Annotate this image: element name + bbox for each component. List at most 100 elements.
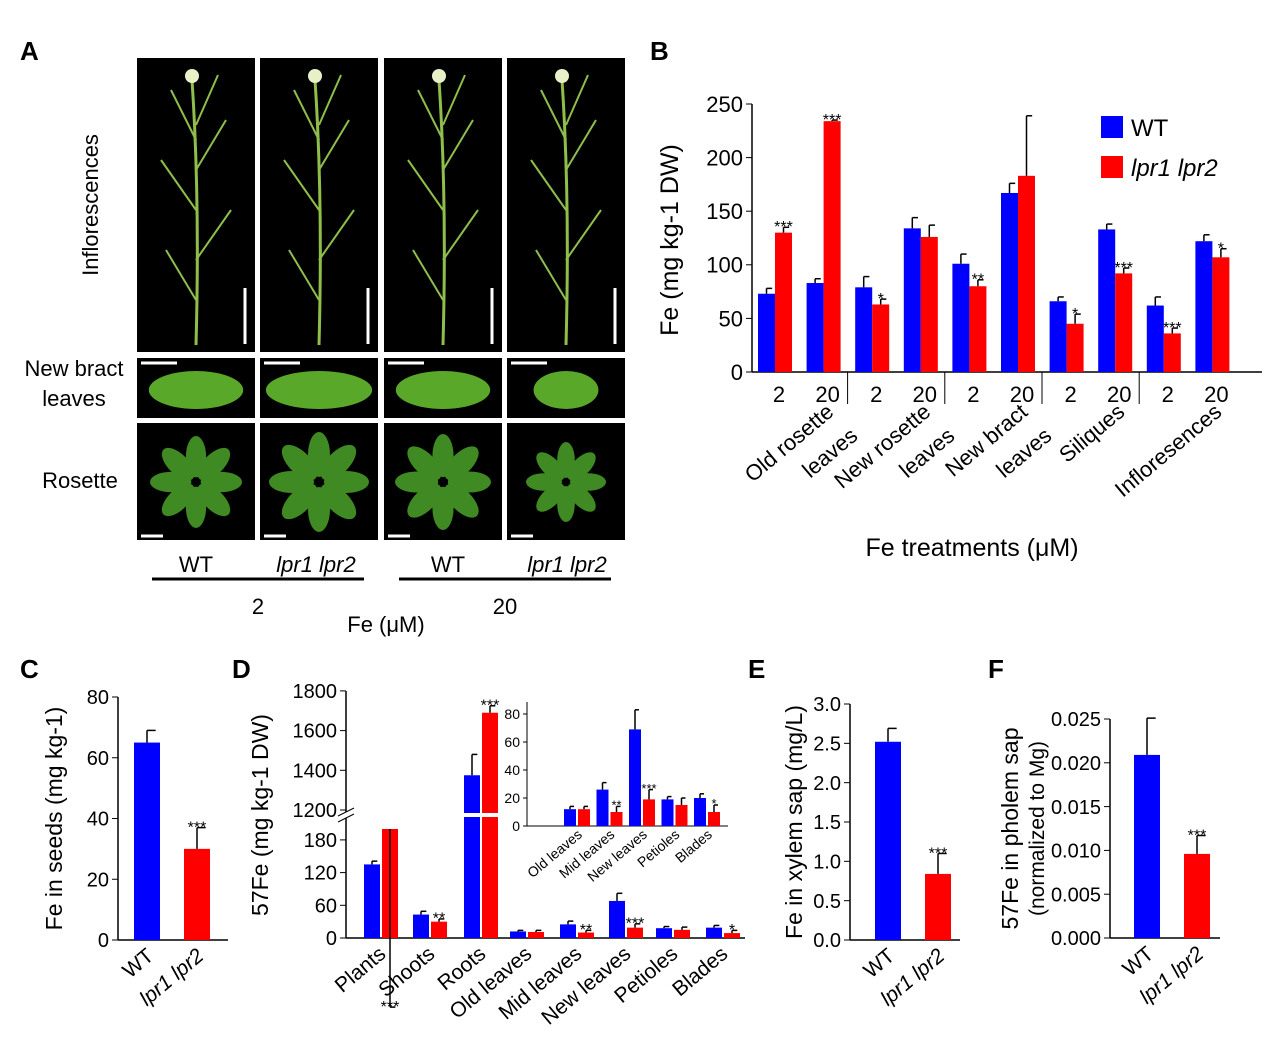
silique [565,119,597,171]
bar [1098,229,1116,372]
inflorescence-stem [190,79,199,346]
silique [195,119,227,171]
y-tick-label: 1.5 [813,812,841,834]
silique [442,119,474,171]
row-label-leaves: leaves [42,386,106,411]
bar [364,864,380,938]
inset-y-tick-label: 80 [504,706,520,722]
significance-label: *** [188,819,207,836]
silique [195,74,219,126]
silique [195,209,232,261]
bar [1001,192,1018,372]
bar [609,900,625,938]
bar [627,927,643,938]
silique [165,249,197,301]
silique [318,209,355,261]
significance-label: ** [972,272,984,289]
bar [610,812,623,826]
bar [724,933,740,938]
bar [1212,257,1230,372]
y-tick-label: 60 [87,748,109,770]
inset-y-tick-label: 60 [504,734,520,750]
silique [442,209,479,261]
y-tick-label: 180 [304,830,337,852]
y-axis-label-2: (normalized to Mg) [1026,741,1049,916]
silique [288,249,320,301]
y-tick-label: 40 [87,809,109,831]
photo-panel [507,423,625,540]
y-tick-label: 20 [87,869,109,891]
bar [661,799,674,826]
y-tick-label: 1200 [293,800,338,822]
x-tick-label: 20 [913,382,937,407]
x-category-label: Siliques [1054,399,1129,468]
bar [1066,323,1084,372]
fe-axis-label: Fe (μM) [347,612,424,637]
rosette-leaf [407,483,442,518]
y-axis-label: Fe in xylem sap (mg/L) [781,705,807,939]
bar [1184,853,1210,938]
y-tick-label: 120 [304,863,337,885]
x-tick-label: 2 [967,382,979,407]
bar [674,929,690,938]
x-category-label: Shoots [374,942,439,1002]
rosette-leaf [567,452,596,481]
flower-cluster [308,69,322,83]
bar [706,927,722,938]
y-axis-label: Fe (mg kg-1 DW) [656,144,684,336]
y-tick-label: 60 [315,895,337,917]
bar [578,932,594,938]
axis-break-mark [337,813,355,823]
y-axis-label: Fe in seeds (mg kg-1) [41,707,67,931]
significance-label: *** [929,845,948,862]
significance-label: *** [823,112,842,129]
legend-swatch-wt [1101,116,1123,138]
bar [925,873,951,940]
bar [694,798,706,826]
bar [1134,754,1160,938]
legend-label-mutant: lpr1 lpr2 [1131,155,1218,182]
row-label-new-bract: New bract [24,356,123,381]
rosette-leaf [281,444,318,481]
panel-label-a: A [20,36,39,66]
y-axis-label: 57Fe (mg kg-1 DW) [247,714,273,916]
bar [656,928,672,938]
bract-leaf [265,371,373,409]
significance-label: * [729,922,735,939]
bar [482,712,498,938]
flower-cluster [432,69,446,83]
genotype-label: lpr1 lpr2 [527,552,606,577]
silique [170,89,197,141]
inset-y-tick-label: 40 [504,762,520,778]
bar [431,921,447,938]
x-tick-label: 2 [1064,382,1076,407]
x-category-label: WT [859,944,899,983]
rosette-leaf [320,483,357,520]
bar [528,932,544,938]
bar [1115,273,1133,372]
x-axis-label: Fe treatments (μM) [865,534,1078,562]
bar [775,232,792,372]
genotype-label: WT [431,552,465,577]
y-tick-label: 0.025 [1051,709,1101,731]
x-tick-label: 2 [773,382,785,407]
bar [578,809,590,826]
silique [442,74,466,126]
bar [1049,301,1067,372]
rosette-leaf [444,446,479,481]
panel-label-e: E [748,654,765,684]
silique [283,159,320,211]
bar [134,742,160,940]
inflorescence-stem [437,79,446,346]
bar [872,304,890,372]
fe-level-20: 20 [493,594,517,619]
flower-cluster [185,69,199,83]
y-axis-label: 57Fe in pholem sap [997,727,1023,929]
bar [920,236,938,372]
significance-label: ** [611,798,621,813]
x-tick-label: 20 [815,382,839,407]
y-tick-label: 1600 [293,721,338,743]
y-tick-label: 150 [706,199,743,224]
bar [1195,241,1213,372]
